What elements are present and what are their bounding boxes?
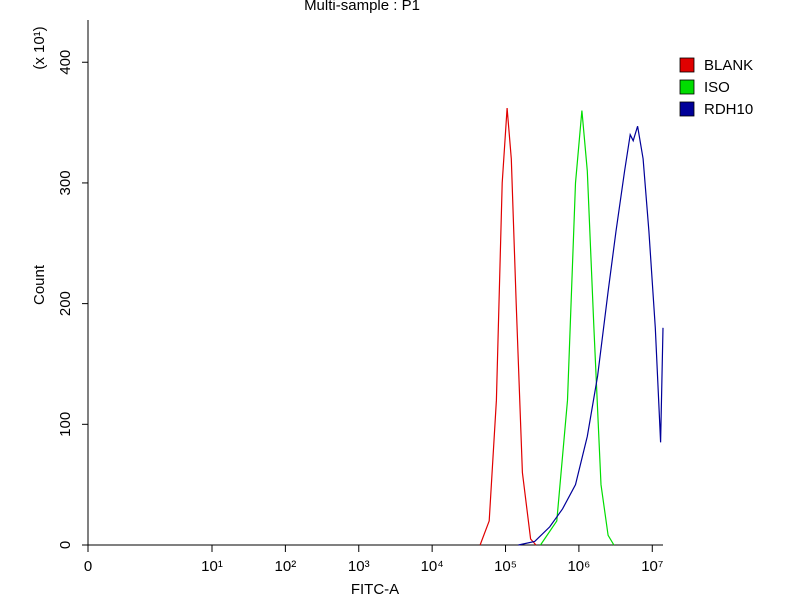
y-tick-label: 300 <box>57 170 74 195</box>
legend-swatch <box>679 101 695 117</box>
legend-label: RDH10 <box>704 101 753 118</box>
legend-swatch <box>679 79 695 95</box>
legend-label: BLANK <box>704 57 753 74</box>
x-tick-label: 0 <box>84 558 92 575</box>
histogram-line <box>540 110 615 546</box>
x-tick-label: 10⁵ <box>494 558 517 575</box>
x-tick-label: 10⁷ <box>641 558 663 575</box>
legend-label: ISO <box>704 79 730 96</box>
y-tick-label: 200 <box>57 291 74 316</box>
y-tick-label: 100 <box>57 412 74 437</box>
chart-title: Multi-sample : P1 <box>304 0 420 14</box>
legend-swatch <box>679 57 695 73</box>
x-tick-label: 10⁶ <box>567 558 590 575</box>
x-tick-label: 10⁴ <box>421 558 444 575</box>
y-multiplier: (x 10¹) <box>31 26 48 69</box>
x-tick-label: 10¹ <box>201 558 223 575</box>
histogram-line <box>479 108 537 546</box>
x-axis-label: FITC-A <box>351 581 399 598</box>
histogram-line <box>518 126 664 546</box>
x-tick-label: 10² <box>275 558 297 575</box>
y-axis-label: Count <box>31 264 48 305</box>
x-tick-label: 10³ <box>348 558 370 575</box>
y-tick-label: 400 <box>57 50 74 75</box>
y-tick-label: 0 <box>57 541 74 549</box>
